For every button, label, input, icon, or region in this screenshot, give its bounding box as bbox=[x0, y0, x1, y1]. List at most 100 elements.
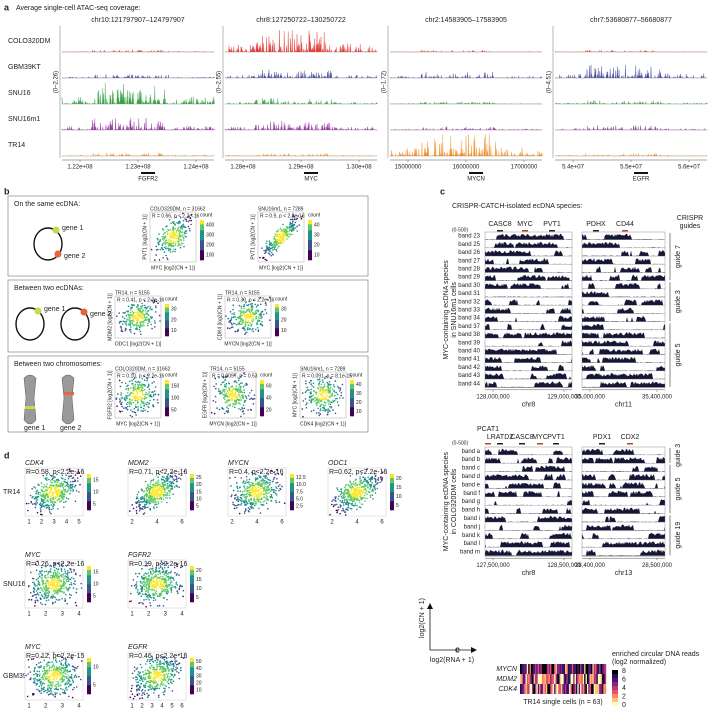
point bbox=[139, 501, 141, 503]
point bbox=[351, 483, 353, 485]
point bbox=[336, 511, 338, 514]
point bbox=[275, 486, 277, 488]
colorbar-segment bbox=[190, 571, 194, 574]
point bbox=[214, 401, 217, 403]
point bbox=[338, 390, 341, 392]
point bbox=[35, 596, 38, 599]
point bbox=[169, 248, 172, 251]
point bbox=[253, 490, 255, 493]
point bbox=[118, 312, 120, 314]
colorbar-segment bbox=[165, 329, 169, 332]
point bbox=[233, 504, 236, 506]
point bbox=[174, 572, 176, 574]
point bbox=[65, 579, 68, 581]
point bbox=[245, 481, 247, 483]
point bbox=[183, 470, 186, 473]
point bbox=[249, 494, 252, 497]
point bbox=[67, 498, 70, 500]
point bbox=[252, 312, 254, 315]
point bbox=[338, 490, 340, 493]
point bbox=[231, 323, 233, 326]
point bbox=[118, 379, 121, 382]
point bbox=[149, 496, 152, 498]
point bbox=[240, 394, 243, 397]
colorbar-segment bbox=[87, 589, 91, 592]
point bbox=[234, 395, 237, 397]
point bbox=[371, 494, 374, 497]
point bbox=[144, 565, 146, 567]
point bbox=[257, 320, 259, 323]
point bbox=[155, 593, 157, 595]
point bbox=[275, 489, 277, 492]
point bbox=[184, 230, 187, 232]
point bbox=[240, 504, 242, 506]
point bbox=[52, 502, 54, 505]
point bbox=[157, 393, 160, 396]
point bbox=[159, 320, 161, 322]
point bbox=[224, 379, 227, 381]
colorbar-tick: 2.5 bbox=[296, 504, 303, 510]
point bbox=[71, 487, 73, 490]
point bbox=[170, 481, 173, 484]
band-label: band a bbox=[462, 449, 481, 455]
point bbox=[172, 242, 174, 245]
point bbox=[131, 379, 133, 382]
point bbox=[177, 228, 179, 230]
gene-label: CASC8 bbox=[488, 221, 511, 228]
point bbox=[261, 478, 264, 480]
colorbar-segment bbox=[290, 499, 294, 502]
point bbox=[359, 506, 362, 509]
point bbox=[59, 587, 61, 589]
point bbox=[177, 242, 180, 244]
point bbox=[132, 507, 135, 510]
point bbox=[362, 476, 365, 478]
point bbox=[257, 496, 260, 499]
point bbox=[239, 490, 242, 493]
point bbox=[344, 486, 346, 489]
point bbox=[167, 228, 169, 231]
point bbox=[44, 587, 46, 589]
point bbox=[265, 251, 267, 254]
point bbox=[59, 500, 62, 503]
point bbox=[291, 218, 294, 221]
point bbox=[182, 220, 185, 222]
point bbox=[70, 475, 73, 477]
point bbox=[148, 318, 151, 321]
coverage-track bbox=[582, 365, 665, 371]
point bbox=[170, 237, 172, 239]
point bbox=[166, 494, 169, 496]
panel-title: Average single-cell ATAC-seq coverage: bbox=[16, 5, 141, 12]
point bbox=[316, 404, 318, 406]
point bbox=[234, 392, 236, 395]
point bbox=[344, 514, 347, 516]
point bbox=[260, 471, 262, 474]
point bbox=[121, 410, 123, 413]
point bbox=[166, 258, 169, 261]
point bbox=[341, 509, 343, 512]
point bbox=[35, 498, 37, 500]
point bbox=[259, 256, 261, 259]
point bbox=[144, 572, 146, 575]
point bbox=[154, 599, 157, 601]
point bbox=[277, 234, 279, 236]
region-coord: chr10:121797907–124797907 bbox=[91, 17, 185, 24]
point bbox=[240, 390, 242, 393]
scatter-cloud bbox=[116, 299, 161, 336]
colorbar-tick: 30 bbox=[281, 307, 287, 313]
point bbox=[37, 594, 40, 596]
point bbox=[239, 408, 242, 411]
point bbox=[139, 585, 142, 587]
point bbox=[47, 576, 49, 579]
point bbox=[142, 513, 145, 515]
colorbar-segment bbox=[308, 224, 312, 227]
point bbox=[73, 480, 75, 483]
colorbar-segment bbox=[350, 380, 354, 383]
point bbox=[36, 511, 39, 514]
point bbox=[72, 476, 75, 479]
point bbox=[172, 234, 174, 237]
point bbox=[329, 405, 331, 408]
point bbox=[41, 570, 44, 572]
colorbar-segment bbox=[200, 250, 204, 253]
gene-model bbox=[469, 172, 484, 174]
point bbox=[231, 405, 234, 408]
